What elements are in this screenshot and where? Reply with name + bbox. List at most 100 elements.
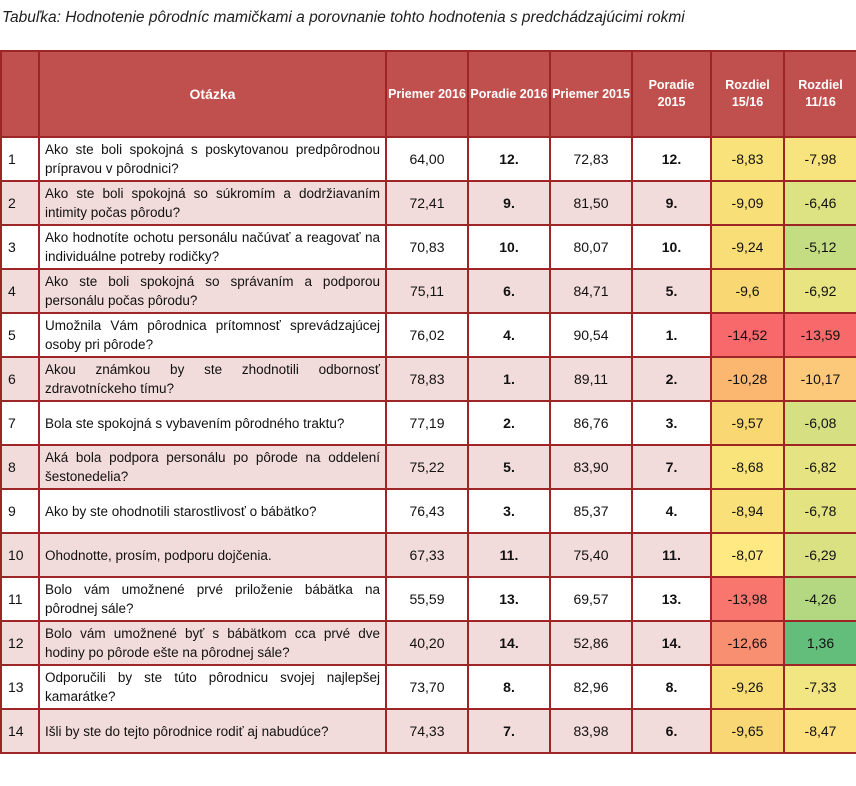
- row-number: 13: [0, 664, 40, 710]
- diff-11-16-value: -6,29: [783, 532, 856, 578]
- diff-15-16-value: -8,68: [710, 444, 785, 490]
- rank-2015-value: 5.: [631, 268, 712, 314]
- avg-2015-value: 89,11: [549, 356, 633, 402]
- question-text: Umožnila Vám pôrodnica prítomnosť sprevá…: [38, 312, 387, 358]
- row-number: 2: [0, 180, 40, 226]
- question-text: Ako ste boli spokojná so správaním a pod…: [38, 268, 387, 314]
- question-text: Akou známkou by ste zhodnotili odbornosť…: [38, 356, 387, 402]
- row-number: 8: [0, 444, 40, 490]
- question-text: Aká bola podpora personálu po pôrode na …: [38, 444, 387, 490]
- question-text: Ako ste boli spokojná so súkromím a dodr…: [38, 180, 387, 226]
- avg-2016-value: 78,83: [385, 356, 469, 402]
- rank-2015-value: 14.: [631, 620, 712, 666]
- rank-2016-value: 9.: [467, 180, 551, 226]
- avg-2015-value: 84,71: [549, 268, 633, 314]
- diff-11-16-value: -7,98: [783, 136, 856, 182]
- avg-2015-value: 83,90: [549, 444, 633, 490]
- rank-2016-value: 13.: [467, 576, 551, 622]
- rank-2016-value: 6.: [467, 268, 551, 314]
- diff-15-16-value: -9,09: [710, 180, 785, 226]
- diff-15-16-value: -10,28: [710, 356, 785, 402]
- avg-2016-value: 55,59: [385, 576, 469, 622]
- row-number: 10: [0, 532, 40, 578]
- header-rank-2015: Poradie 2015: [631, 50, 712, 138]
- rank-2016-value: 1.: [467, 356, 551, 402]
- table-row: 12 Bolo vám umožnené byť s bábätkom cca p…: [0, 620, 856, 666]
- header-index: [0, 50, 40, 138]
- rating-table: Otázka Priemer 2016 Poradie 2016 Priemer…: [0, 50, 856, 754]
- table-row: 5 Umožnila Vám pôrodnica prítomnosť sprev…: [0, 312, 856, 358]
- diff-15-16-value: -13,98: [710, 576, 785, 622]
- diff-15-16-value: -9,57: [710, 400, 785, 446]
- rank-2015-value: 13.: [631, 576, 712, 622]
- question-text: Išli by ste do tejto pôrodnice rodiť aj …: [38, 708, 387, 754]
- rank-2015-value: 9.: [631, 180, 712, 226]
- diff-15-16-value: -9,65: [710, 708, 785, 754]
- table-row: 4 Ako ste boli spokojná so správaním a po…: [0, 268, 856, 314]
- table-caption: Tabuľka: Hodnotenie pôrodníc mamičkami a…: [2, 9, 685, 26]
- header-avg-2015: Priemer 2015: [549, 50, 633, 138]
- rank-2015-value: 10.: [631, 224, 712, 270]
- rank-2016-value: 8.: [467, 664, 551, 710]
- avg-2016-value: 76,02: [385, 312, 469, 358]
- avg-2016-value: 64,00: [385, 136, 469, 182]
- rank-2016-value: 4.: [467, 312, 551, 358]
- row-number: 6: [0, 356, 40, 402]
- rank-2015-value: 8.: [631, 664, 712, 710]
- row-number: 12: [0, 620, 40, 666]
- rank-2015-value: 2.: [631, 356, 712, 402]
- row-number: 1: [0, 136, 40, 182]
- rank-2015-value: 12.: [631, 136, 712, 182]
- avg-2016-value: 75,11: [385, 268, 469, 314]
- avg-2015-value: 75,40: [549, 532, 633, 578]
- rank-2016-value: 10.: [467, 224, 551, 270]
- diff-11-16-value: -6,46: [783, 180, 856, 226]
- rank-2015-value: 4.: [631, 488, 712, 534]
- question-text: Bolo vám umožnené byť s bábätkom cca prv…: [38, 620, 387, 666]
- diff-11-16-value: -8,47: [783, 708, 856, 754]
- question-text: Ohodnotte, prosím, podporu dojčenia.: [38, 532, 387, 578]
- question-text: Bolo vám umožnené prvé priloženie bábätk…: [38, 576, 387, 622]
- avg-2015-value: 90,54: [549, 312, 633, 358]
- table-row: 11 Bolo vám umožnené prvé priloženie bábä…: [0, 576, 856, 622]
- avg-2016-value: 76,43: [385, 488, 469, 534]
- question-text: Ako ste boli spokojná s poskytovanou pre…: [38, 136, 387, 182]
- rank-2016-value: 2.: [467, 400, 551, 446]
- diff-11-16-value: -6,92: [783, 268, 856, 314]
- question-text: Odporučili by ste túto pôrodnicu svojej …: [38, 664, 387, 710]
- table-row: 10 Ohodnotte, prosím, podporu dojčenia. 67…: [0, 532, 856, 578]
- diff-11-16-value: -6,78: [783, 488, 856, 534]
- rank-2016-value: 11.: [467, 532, 551, 578]
- rank-2015-value: 7.: [631, 444, 712, 490]
- header-diff-11-16: Rozdiel 11/16: [783, 50, 856, 138]
- table-row: 14 Išli by ste do tejto pôrodnice rodiť a…: [0, 708, 856, 754]
- avg-2015-value: 81,50: [549, 180, 633, 226]
- diff-11-16-value: 1,36: [783, 620, 856, 666]
- avg-2016-value: 74,33: [385, 708, 469, 754]
- row-number: 14: [0, 708, 40, 754]
- diff-15-16-value: -8,07: [710, 532, 785, 578]
- diff-15-16-value: -12,66: [710, 620, 785, 666]
- row-number: 4: [0, 268, 40, 314]
- rank-2016-value: 7.: [467, 708, 551, 754]
- table-row: 7 Bola ste spokojná s vybavením pôrodného…: [0, 400, 856, 446]
- table-row: 1 Ako ste boli spokojná s poskytovanou pr…: [0, 136, 856, 182]
- rank-2016-value: 5.: [467, 444, 551, 490]
- rank-2016-value: 3.: [467, 488, 551, 534]
- avg-2016-value: 77,19: [385, 400, 469, 446]
- diff-11-16-value: -13,59: [783, 312, 856, 358]
- header-diff-15-16: Rozdiel 15/16: [710, 50, 785, 138]
- table-row: 6 Akou známkou by ste zhodnotili odbornos…: [0, 356, 856, 402]
- diff-11-16-value: -7,33: [783, 664, 856, 710]
- rank-2016-value: 14.: [467, 620, 551, 666]
- table-row: 3 Ako hodnotíte ochotu personálu načúvať …: [0, 224, 856, 270]
- avg-2015-value: 83,98: [549, 708, 633, 754]
- table-row: 8 Aká bola podpora personálu po pôrode na…: [0, 444, 856, 490]
- avg-2016-value: 67,33: [385, 532, 469, 578]
- avg-2015-value: 52,86: [549, 620, 633, 666]
- table-row: 13 Odporučili by ste túto pôrodnicu svoje…: [0, 664, 856, 710]
- table-row: 9 Ako by ste ohodnotili starostlivosť o b…: [0, 488, 856, 534]
- rating-table-frame: Otázka Priemer 2016 Poradie 2016 Priemer…: [0, 50, 856, 786]
- row-number: 7: [0, 400, 40, 446]
- avg-2015-value: 80,07: [549, 224, 633, 270]
